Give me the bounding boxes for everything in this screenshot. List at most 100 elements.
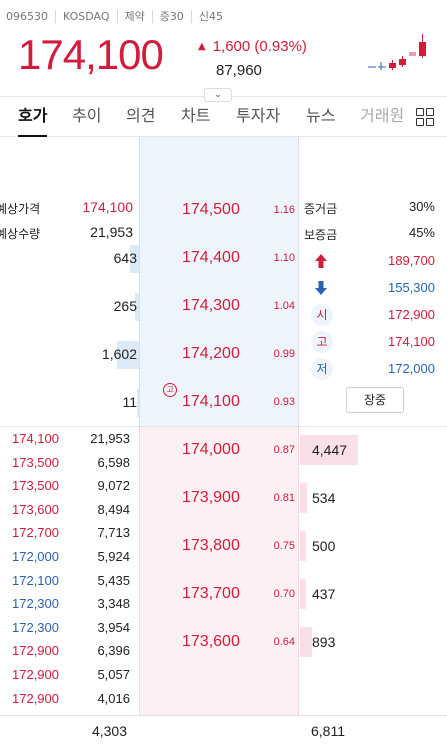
bid-price[interactable]: 173,600	[182, 633, 240, 650]
margin-tag: 증30	[151, 10, 191, 23]
execution-qty: 21,953	[90, 431, 130, 446]
execution-qty: 5,924	[97, 549, 130, 564]
bid-qty: 4,447	[312, 442, 348, 458]
execution-price: 172,900	[12, 667, 59, 682]
high-price-badge: 고	[163, 383, 177, 397]
ask-price[interactable]: 174,400	[182, 249, 240, 266]
stock-code: 096530	[6, 10, 48, 23]
ask-qty: 11	[122, 394, 137, 410]
ask-qty: 643	[113, 250, 137, 266]
execution-row: 172,700 7,713	[0, 522, 139, 546]
execution-row: 173,600 8,494	[0, 499, 139, 523]
expected-price-value: 174,100	[82, 199, 133, 215]
tab-chart[interactable]: 차트	[181, 106, 211, 125]
grid-icon[interactable]	[416, 108, 434, 126]
stock-header: 096530 KOSDAQ 제약 증30 신45 174,100 ▲ 1,600…	[0, 0, 447, 96]
order-book: 예상가격 174,100 예상수량 21,953 643 265 1,602 1…	[0, 137, 447, 744]
divider	[0, 426, 447, 427]
ask-qty-bar	[137, 389, 139, 417]
bid-total: 6,811	[311, 723, 345, 739]
margin-label: 증거금	[304, 202, 338, 216]
execution-qty: 3,954	[97, 619, 130, 635]
tab-opinion[interactable]: 의견	[126, 106, 156, 125]
ask-price[interactable]: 174,100	[182, 393, 240, 410]
market-tag: KOSDAQ	[55, 10, 117, 23]
execution-price: 172,300	[12, 596, 59, 612]
ask-qty-bar	[135, 293, 139, 321]
bid-price[interactable]: 173,800	[182, 537, 240, 554]
tab-investor[interactable]: 투자자	[236, 106, 281, 125]
execution-qty: 5,435	[97, 572, 130, 588]
execution-price: 172,900	[12, 643, 59, 659]
open-price: 172,900	[388, 307, 435, 322]
bid-qty-bar	[300, 483, 307, 513]
trade-volume: 87,960	[216, 62, 262, 79]
tab-broker[interactable]: 거래원	[360, 106, 405, 125]
bid-price[interactable]: 173,700	[182, 585, 240, 602]
current-price: 174,100	[18, 31, 164, 78]
tab-trend[interactable]: 추이	[72, 106, 102, 125]
bid-price-column	[139, 426, 299, 715]
execution-price: 173,500	[12, 454, 59, 470]
bid-qty-bar	[300, 435, 358, 465]
stock-tags: 096530 KOSDAQ 제약 증30 신45	[6, 10, 230, 23]
arrow-down-icon	[315, 281, 327, 295]
session-button[interactable]: 장중	[346, 387, 404, 413]
lower-limit-price: 155,300	[388, 280, 435, 295]
ask-price[interactable]: 174,200	[182, 345, 240, 362]
execution-qty: 6,396	[97, 643, 130, 659]
ask-price-column	[139, 137, 299, 426]
price-change: ▲ 1,600 (0.93%)	[198, 38, 307, 55]
execution-price: 172,900	[12, 690, 59, 706]
bid-qty: 893	[312, 634, 336, 650]
ask-qty-bar	[117, 341, 139, 369]
bid-qty-bar	[300, 531, 306, 561]
bid-price[interactable]: 174,000	[182, 441, 240, 458]
sector-tag: 제약	[116, 10, 152, 23]
deposit-value: 45%	[408, 225, 435, 240]
execution-row: 172,900 5,057	[0, 664, 139, 688]
tab-news[interactable]: 뉴스	[306, 106, 336, 125]
ask-qty: 1,602	[101, 346, 137, 362]
execution-row: 172,900 6,396	[0, 640, 139, 664]
bid-rate: 0.75	[273, 540, 295, 552]
bid-rate: 0.87	[273, 444, 295, 456]
execution-price: 173,600	[12, 501, 59, 517]
execution-price: 172,700	[12, 525, 59, 541]
execution-row: 172,300 3,954	[0, 617, 139, 641]
tab-bar: 호가 추이 의견 차트 투자자 뉴스 거래원	[0, 96, 447, 137]
ask-price[interactable]: 174,300	[182, 297, 240, 314]
divider	[0, 715, 447, 716]
change-value: 1,600 (0.93%)	[212, 38, 307, 55]
high-price: 174,100	[388, 334, 435, 349]
margin-value: 30%	[408, 199, 435, 214]
up-triangle-icon: ▲	[198, 41, 206, 52]
execution-qty: 5,057	[97, 667, 130, 682]
expected-price-label: 예상가격	[0, 202, 41, 216]
execution-price: 174,100	[12, 431, 59, 446]
execution-row: 172,100 5,435	[0, 570, 139, 594]
collapse-chevron-icon[interactable]: ⌄	[204, 88, 232, 102]
execution-qty: 6,598	[97, 454, 130, 470]
bid-qty-bar	[300, 627, 312, 657]
execution-qty: 7,713	[97, 525, 130, 541]
execution-qty: 8,494	[97, 501, 130, 517]
low-icon: 저	[311, 358, 333, 380]
execution-row: 172,900 4,016	[0, 688, 139, 712]
deposit-label: 보증금	[304, 228, 338, 242]
execution-row: 172,300 3,348	[0, 593, 139, 617]
bid-qty: 500	[312, 538, 336, 554]
bid-price[interactable]: 173,900	[182, 489, 240, 506]
bid-rate: 0.64	[273, 636, 295, 648]
execution-qty: 9,072	[97, 478, 130, 494]
ask-total: 4,303	[91, 723, 127, 739]
bid-qty: 437	[312, 586, 336, 602]
tab-hoga[interactable]: 호가	[18, 97, 48, 137]
bid-rate: 0.81	[273, 492, 295, 504]
execution-qty: 4,016	[97, 690, 130, 706]
ask-rate: 0.99	[273, 348, 295, 360]
ask-qty: 265	[113, 298, 137, 314]
expected-qty-value: 21,953	[90, 224, 133, 240]
bid-rate: 0.70	[273, 588, 295, 600]
ask-price[interactable]: 174,500	[182, 201, 240, 218]
